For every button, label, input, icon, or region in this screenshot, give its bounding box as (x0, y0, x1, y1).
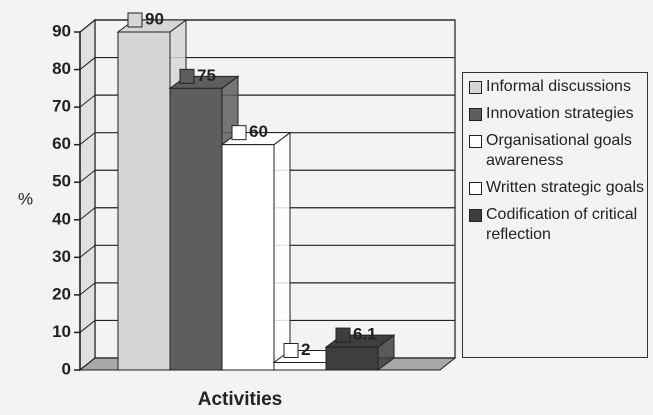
y-tick-label: 50 (52, 172, 71, 191)
legend-swatch (469, 108, 482, 121)
y-tick-label: 10 (52, 322, 71, 341)
legend-label: Innovation strategies (486, 105, 634, 122)
legend-entry: Written strategic goals (469, 178, 647, 198)
y-tick-label: 90 (52, 21, 71, 40)
data-label: 60 (249, 122, 268, 141)
legend-entry: Codification of critical reflection (469, 205, 647, 245)
y-tick-label: 30 (52, 247, 71, 266)
grid-line (79, 169, 96, 183)
grid-line (79, 94, 96, 108)
legend-entry: Organisational goals awareness (469, 131, 647, 171)
legend-label: Organisational goals awareness (486, 132, 632, 169)
label-marker (179, 68, 195, 84)
bar-front (117, 31, 171, 371)
grid-line (79, 207, 96, 221)
legend: Informal discussions Innovation strategie… (462, 72, 648, 358)
data-label: 2 (301, 340, 310, 359)
bar-side (273, 131, 291, 371)
legend-swatch (469, 81, 482, 94)
grid-line (79, 244, 96, 258)
label-marker (283, 342, 299, 358)
data-label: 90 (145, 9, 164, 28)
y-tick-label: 70 (52, 97, 71, 116)
label-marker (231, 125, 247, 141)
data-label: 75 (197, 66, 216, 85)
grid-line (79, 320, 96, 333)
legend-label: Codification of critical reflection (486, 206, 638, 243)
bar-front (221, 144, 275, 371)
y-tick-label: 0 (62, 359, 71, 378)
grid-line (79, 357, 96, 371)
y-tick-label: 60 (52, 134, 71, 153)
grid-line (79, 19, 96, 33)
legend-swatch (469, 135, 482, 148)
label-marker (335, 327, 351, 343)
y-tick-label: 20 (52, 284, 71, 303)
grid-line (79, 282, 96, 296)
y-axis-label: % (18, 189, 33, 208)
legend-label: Written strategic goals (486, 179, 644, 196)
bar-front (273, 361, 327, 371)
bar (220, 131, 292, 371)
legend-swatch (469, 182, 482, 195)
legend-entry: Innovation strategies (469, 104, 647, 124)
label-marker (127, 12, 143, 28)
x-axis-label: Activities (198, 389, 282, 410)
legend-label: Informal discussions (486, 78, 631, 95)
legend-entry: Informal discussions (469, 77, 647, 97)
bar-front (169, 87, 223, 371)
data-label: 6.1 (353, 325, 377, 344)
grid-line (79, 132, 96, 146)
grid-line (79, 57, 96, 70)
bar-front (325, 346, 379, 371)
legend-swatch (469, 209, 482, 222)
y-tick-label: 40 (52, 209, 71, 228)
side-wall (79, 18, 96, 372)
y-tick-label: 80 (52, 59, 71, 78)
